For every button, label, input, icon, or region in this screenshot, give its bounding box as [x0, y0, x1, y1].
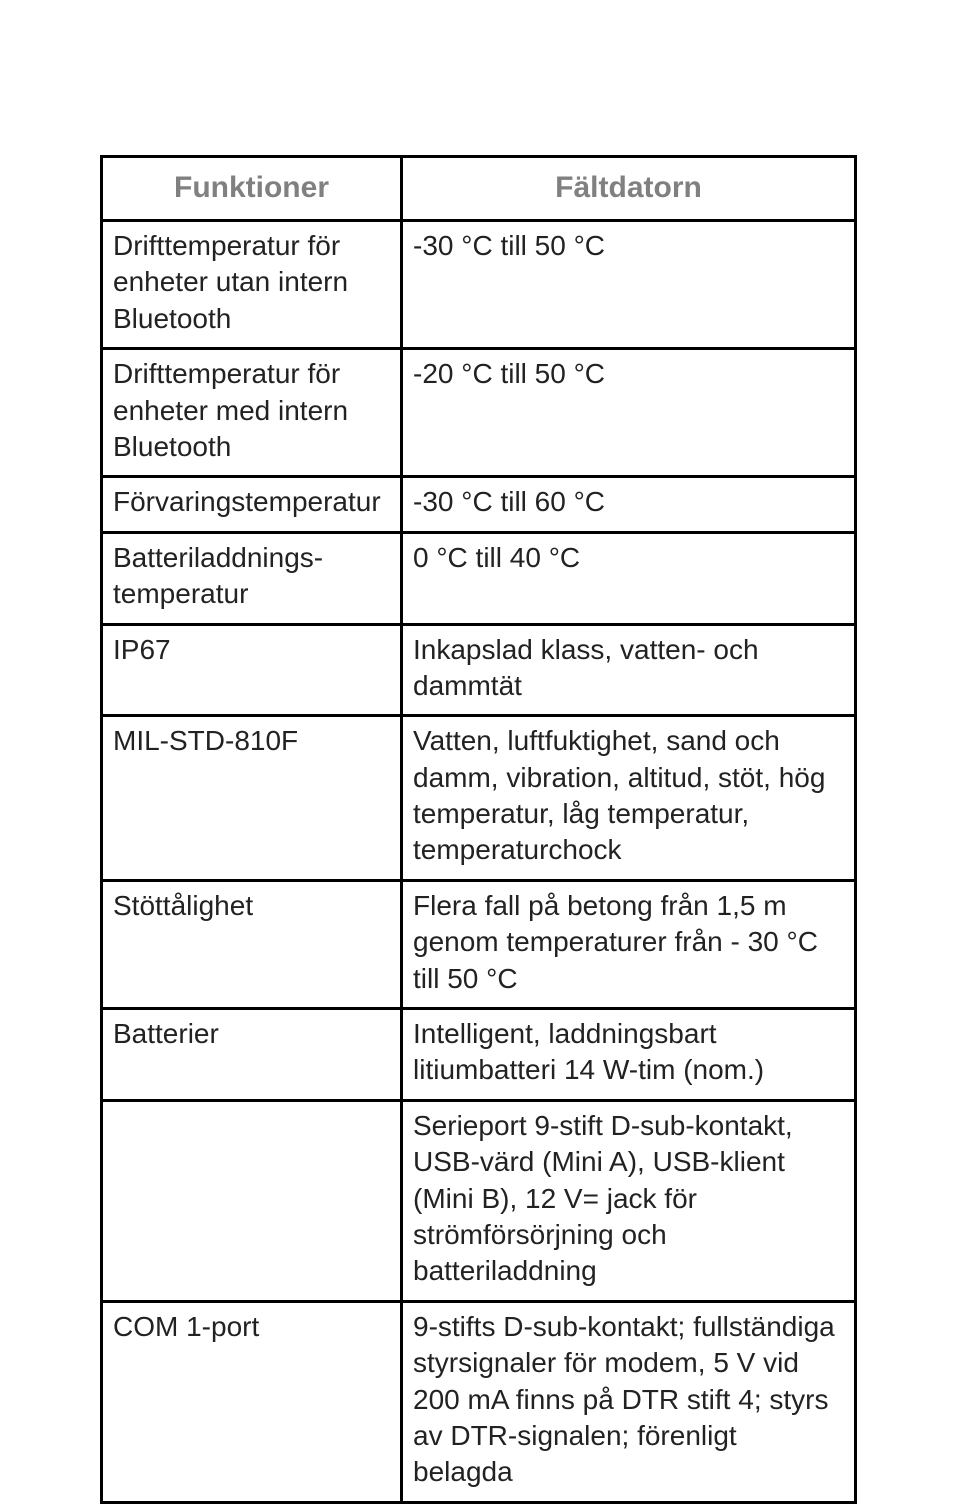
cell-value: 0 °C till 40 °C — [402, 532, 856, 624]
table-row: Förvaringstemperatur -30 °C till 60 °C — [102, 477, 856, 532]
header-faltdatorn: Fältdatorn — [402, 157, 856, 221]
cell-value: 9-stifts D-sub-kontakt; fullständiga sty… — [402, 1301, 856, 1502]
table-row: Stöttålighet Flera fall på betong från 1… — [102, 880, 856, 1008]
cell-value: Vatten, luftfuktighet, sand och damm, vi… — [402, 716, 856, 881]
table-header-row: Funktioner Fältdatorn — [102, 157, 856, 221]
table-row: Batteriladdnings-temperatur 0 °C till 40… — [102, 532, 856, 624]
table-row: Drifttemperatur för enheter med intern B… — [102, 349, 856, 477]
cell-feature — [102, 1100, 402, 1301]
cell-feature: Drifttemperatur för enheter med intern B… — [102, 349, 402, 477]
cell-value: -30 °C till 50 °C — [402, 221, 856, 349]
cell-value: -30 °C till 60 °C — [402, 477, 856, 532]
cell-feature: Batterier — [102, 1009, 402, 1101]
header-funktioner: Funktioner — [102, 157, 402, 221]
cell-feature: IP67 — [102, 624, 402, 716]
spec-table: Funktioner Fältdatorn Drifttemperatur fö… — [100, 155, 857, 1504]
table-row: MIL-STD-810F Vatten, luftfuktighet, sand… — [102, 716, 856, 881]
cell-value: Flera fall på betong från 1,5 m genom te… — [402, 880, 856, 1008]
cell-feature: Förvaringstemperatur — [102, 477, 402, 532]
table-row: COM 1-port 9-stifts D-sub-kontakt; fulls… — [102, 1301, 856, 1502]
cell-value: -20 °C till 50 °C — [402, 349, 856, 477]
cell-feature: MIL-STD-810F — [102, 716, 402, 881]
cell-feature: Batteriladdnings-temperatur — [102, 532, 402, 624]
cell-feature: Stöttålighet — [102, 880, 402, 1008]
table-row: Batterier Intelligent, laddningsbart lit… — [102, 1009, 856, 1101]
cell-value: Inkapslad klass, vatten- och dammtät — [402, 624, 856, 716]
table-row: Serieport 9-stift D-sub-kontakt, USB-vär… — [102, 1100, 856, 1301]
cell-value: Intelligent, laddningsbart litiumbatteri… — [402, 1009, 856, 1101]
spec-table-container: Funktioner Fältdatorn Drifttemperatur fö… — [100, 155, 854, 1504]
cell-value: Serieport 9-stift D-sub-kontakt, USB-vär… — [402, 1100, 856, 1301]
table-row: Drifttemperatur för enheter utan intern … — [102, 221, 856, 349]
cell-feature: Drifttemperatur för enheter utan intern … — [102, 221, 402, 349]
table-row: IP67 Inkapslad klass, vatten- och dammtä… — [102, 624, 856, 716]
cell-feature: COM 1-port — [102, 1301, 402, 1502]
